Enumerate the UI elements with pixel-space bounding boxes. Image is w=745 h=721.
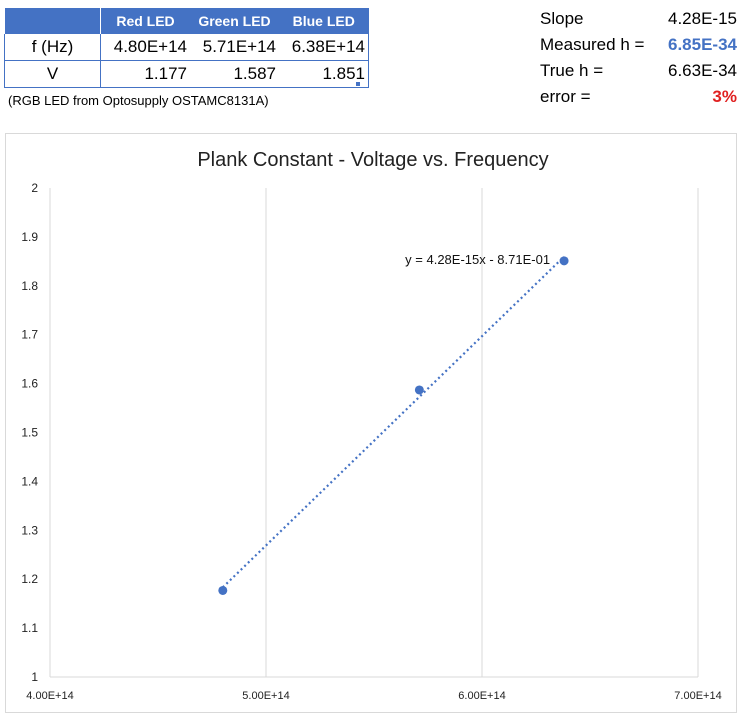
table-resize-handle[interactable] [356,82,360,86]
trendline-equation: y = 4.28E-15x - 8.71E-01 [405,252,550,267]
y-tick-label: 1.7 [21,328,38,342]
stat-true-value[interactable]: 6.63E-34 [668,61,737,80]
table-note: (RGB LED from Optosupply OSTAMC8131A) [8,93,269,108]
table-header-blank[interactable] [4,8,101,34]
y-tick-label: 1.6 [21,377,38,391]
stat-slope: Slope 4.28E-15 [540,9,740,35]
x-tick-label: 6.00E+14 [458,690,505,702]
cell-frequency-red[interactable]: 4.80E+14 [100,34,190,61]
x-tick-label: 5.00E+14 [242,690,289,702]
table-row-frequency: f (Hz) 4.80E+14 5.71E+14 6.38E+14 [4,34,369,61]
stat-slope-label[interactable]: Slope [540,9,584,28]
stat-slope-value[interactable]: 4.28E-15 [668,9,737,28]
cell-frequency-green[interactable]: 5.71E+14 [190,34,279,61]
y-tick-label: 1.5 [21,426,38,440]
y-tick-label: 1 [31,670,38,684]
stat-error: error = 3% [540,87,740,113]
stats-panel: Slope 4.28E-15 Measured h = 6.85E-34 Tru… [540,9,740,113]
trendline [222,255,565,589]
y-tick-label: 1.1 [21,621,38,635]
chart-area[interactable]: Plank Constant - Voltage vs. Frequency 1… [5,133,737,713]
table-header-green-led[interactable]: Green LED [190,8,279,34]
cell-frequency-blue[interactable]: 6.38E+14 [279,34,369,61]
data-point [414,385,424,395]
y-tick-label: 1.4 [21,474,38,488]
table-header-row: Red LED Green LED Blue LED [4,8,369,34]
y-tick-label: 1.8 [21,279,38,293]
row-label-frequency[interactable]: f (Hz) [4,34,101,61]
table-header-red-led[interactable]: Red LED [100,8,190,34]
stat-true-h: True h = 6.63E-34 [540,61,740,87]
cell-voltage-blue[interactable]: 1.851 [279,60,369,88]
stat-measured-value[interactable]: 6.85E-34 [668,35,737,54]
stat-measured-h: Measured h = 6.85E-34 [540,35,740,61]
cell-voltage-green[interactable]: 1.587 [190,60,279,88]
x-tick-label: 7.00E+14 [674,690,721,702]
table-row-voltage: V 1.177 1.587 1.851 [4,60,369,88]
stat-measured-label[interactable]: Measured h = [540,35,645,54]
data-point [559,256,569,266]
stat-error-value[interactable]: 3% [712,87,737,106]
y-tick-label: 1.2 [21,572,38,586]
y-tick-label: 1.9 [21,230,38,244]
data-point [218,585,228,595]
cell-voltage-red[interactable]: 1.177 [100,60,190,88]
x-tick-label: 4.00E+14 [26,690,73,702]
stat-true-label[interactable]: True h = [540,61,604,80]
row-label-voltage[interactable]: V [4,60,101,88]
y-tick-label: 2 [31,181,38,195]
table-header-blue-led[interactable]: Blue LED [279,8,369,34]
data-table: Red LED Green LED Blue LED f (Hz) 4.80E+… [4,8,369,88]
scatter-chart: Plank Constant - Voltage vs. Frequency 1… [21,149,721,702]
stat-error-label[interactable]: error = [540,87,591,106]
y-tick-label: 1.3 [21,523,38,537]
chart-title: Plank Constant - Voltage vs. Frequency [197,149,548,171]
